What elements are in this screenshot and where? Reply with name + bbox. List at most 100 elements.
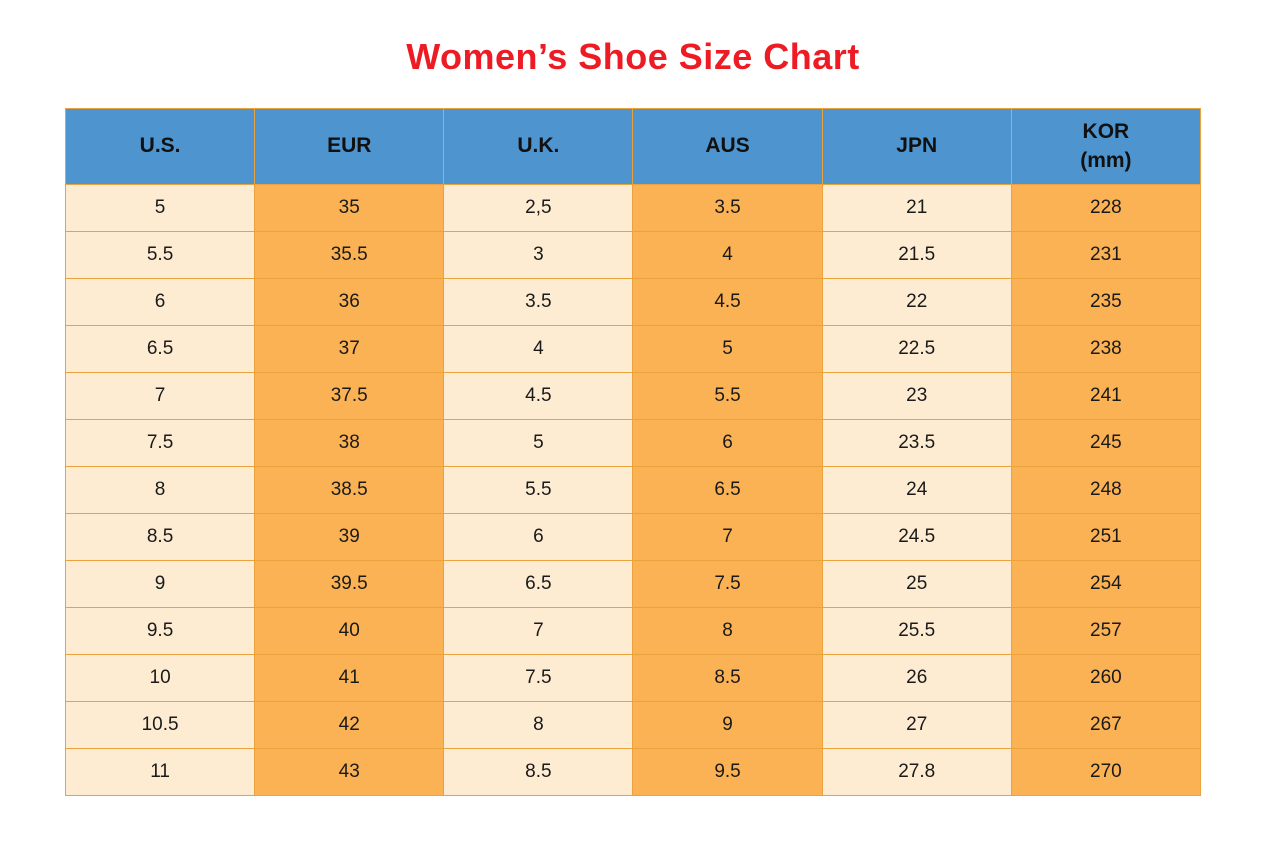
table-row: 6 36 3.5 4.5 22 235 <box>64 278 1202 326</box>
table-header: U.S. EUR U.K. AUS JPN KOR (mm) <box>64 108 1202 185</box>
table-cell: 21.5 <box>821 231 1012 279</box>
table-cell: 7.5 <box>64 419 256 467</box>
table-cell: 40 <box>254 607 445 655</box>
table-cell: 39.5 <box>254 560 445 608</box>
table-cell: 6.5 <box>632 466 823 514</box>
table-cell: 43 <box>254 748 445 796</box>
table-cell: 4.5 <box>443 372 634 420</box>
table-row: 11 43 8.5 9.5 27.8 270 <box>64 748 1202 796</box>
table-cell: 25.5 <box>821 607 1012 655</box>
table-cell: 248 <box>1010 466 1202 514</box>
table-cell: 23.5 <box>821 419 1012 467</box>
column-header: U.S. <box>64 108 256 185</box>
table-cell: 7 <box>632 513 823 561</box>
table-cell: 4 <box>443 325 634 373</box>
table-cell: 4.5 <box>632 278 823 326</box>
table-row: 9 39.5 6.5 7.5 25 254 <box>64 560 1202 608</box>
table-cell: 5 <box>632 325 823 373</box>
table-cell: 3 <box>443 231 634 279</box>
table-row: 5 35 2,5 3.5 21 228 <box>64 184 1202 232</box>
table-cell: 35 <box>254 184 445 232</box>
table-cell: 24 <box>821 466 1012 514</box>
column-header: U.K. <box>443 108 634 185</box>
table-cell: 238 <box>1010 325 1202 373</box>
table-cell: 27.8 <box>821 748 1012 796</box>
table-row: 10.5 42 8 9 27 267 <box>64 701 1202 749</box>
table-cell: 37.5 <box>254 372 445 420</box>
table-cell: 7 <box>443 607 634 655</box>
table-cell: 42 <box>254 701 445 749</box>
table-cell: 8 <box>443 701 634 749</box>
table-cell: 7 <box>64 372 256 420</box>
table-cell: 267 <box>1010 701 1202 749</box>
table-row: 7.5 38 5 6 23.5 245 <box>64 419 1202 467</box>
column-header: KOR (mm) <box>1010 108 1202 185</box>
table-cell: 3.5 <box>443 278 634 326</box>
table-cell: 6 <box>632 419 823 467</box>
table-cell: 257 <box>1010 607 1202 655</box>
table-row: 5.5 35.5 3 4 21.5 231 <box>64 231 1202 279</box>
table-cell: 8 <box>64 466 256 514</box>
table-cell: 27 <box>821 701 1012 749</box>
table-cell: 231 <box>1010 231 1202 279</box>
table-cell: 36 <box>254 278 445 326</box>
table-cell: 5.5 <box>64 231 256 279</box>
table-row: 9.5 40 7 8 25.5 257 <box>64 607 1202 655</box>
table-cell: 9.5 <box>64 607 256 655</box>
table-cell: 251 <box>1010 513 1202 561</box>
table-cell: 6.5 <box>64 325 256 373</box>
column-header: JPN <box>821 108 1012 185</box>
table-cell: 235 <box>1010 278 1202 326</box>
table-cell: 21 <box>821 184 1012 232</box>
table-row: 8.5 39 6 7 24.5 251 <box>64 513 1202 561</box>
table-cell: 260 <box>1010 654 1202 702</box>
table-cell: 26 <box>821 654 1012 702</box>
table-cell: 6 <box>64 278 256 326</box>
table-cell: 3.5 <box>632 184 823 232</box>
table-cell: 8.5 <box>64 513 256 561</box>
table-row: 8 38.5 5.5 6.5 24 248 <box>64 466 1202 514</box>
table-cell: 25 <box>821 560 1012 608</box>
table-cell: 270 <box>1010 748 1202 796</box>
table-cell: 9 <box>632 701 823 749</box>
table-row: 10 41 7.5 8.5 26 260 <box>64 654 1202 702</box>
column-header: AUS <box>632 108 823 185</box>
table-row: 6.5 37 4 5 22.5 238 <box>64 325 1202 373</box>
table-cell: 241 <box>1010 372 1202 420</box>
table-cell: 8.5 <box>443 748 634 796</box>
header-row: U.S. EUR U.K. AUS JPN KOR (mm) <box>64 108 1202 185</box>
table-row: 7 37.5 4.5 5.5 23 241 <box>64 372 1202 420</box>
table-cell: 35.5 <box>254 231 445 279</box>
table-cell: 37 <box>254 325 445 373</box>
table-cell: 8.5 <box>632 654 823 702</box>
table-cell: 5 <box>64 184 256 232</box>
table-cell: 7.5 <box>443 654 634 702</box>
table-cell: 254 <box>1010 560 1202 608</box>
table-cell: 24.5 <box>821 513 1012 561</box>
table-cell: 41 <box>254 654 445 702</box>
table-cell: 245 <box>1010 419 1202 467</box>
column-header: EUR <box>254 108 445 185</box>
table-cell: 5.5 <box>632 372 823 420</box>
table-cell: 22.5 <box>821 325 1012 373</box>
table-cell: 10.5 <box>64 701 256 749</box>
table-cell: 5 <box>443 419 634 467</box>
table-cell: 6 <box>443 513 634 561</box>
table-cell: 10 <box>64 654 256 702</box>
page-title: Women’s Shoe Size Chart <box>406 36 860 77</box>
table-cell: 6.5 <box>443 560 634 608</box>
table-cell: 4 <box>632 231 823 279</box>
table-cell: 9.5 <box>632 748 823 796</box>
table-cell: 38 <box>254 419 445 467</box>
table-cell: 7.5 <box>632 560 823 608</box>
table-cell: 11 <box>64 748 256 796</box>
table-cell: 23 <box>821 372 1012 420</box>
table-cell: 5.5 <box>443 466 634 514</box>
table-cell: 38.5 <box>254 466 445 514</box>
table-cell: 39 <box>254 513 445 561</box>
table-body: 5 35 2,5 3.5 21 228 5.5 35.5 3 4 21.5 231 6 36 3.5 4.5 2… <box>64 184 1202 796</box>
table-cell: 9 <box>64 560 256 608</box>
size-chart-table: U.S. EUR U.K. AUS JPN KOR (mm) 5 35 2,5 3.5 21 228… <box>64 108 1202 796</box>
table-cell: 2,5 <box>443 184 634 232</box>
